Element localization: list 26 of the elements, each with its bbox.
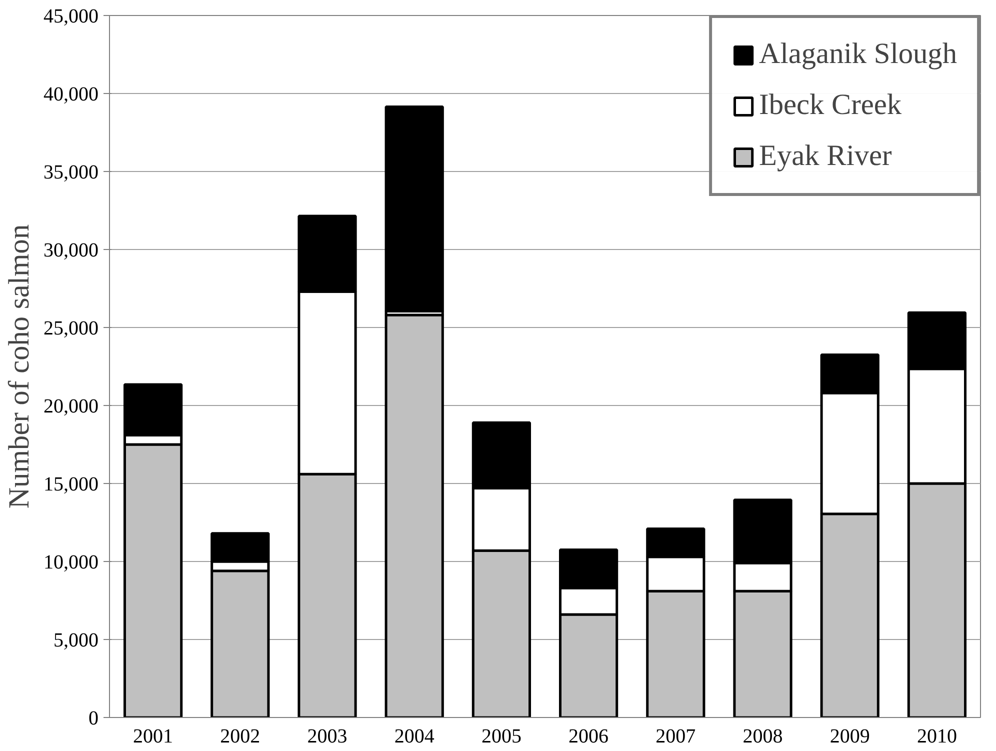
x-tick-label: 2002 — [220, 726, 260, 748]
legend-label: Eyak River — [759, 140, 892, 173]
x-tick-label: 2006 — [568, 726, 609, 748]
bar — [384, 314, 444, 718]
x-tick-label: 2004 — [394, 726, 434, 748]
y-tick-label: 35,000 — [44, 162, 98, 184]
x-tick-label: 2008 — [742, 726, 783, 748]
x-tick-label: 2003 — [307, 726, 348, 748]
y-axis-title: Number of coho salmon — [4, 224, 36, 509]
y-tick-label: 20,000 — [44, 396, 98, 418]
y-tick-label: 0 — [88, 708, 98, 730]
y-tick-label: 10,000 — [44, 552, 98, 574]
legend-label: Alaganik Slough — [759, 38, 957, 71]
y-tick-label: 5,000 — [54, 630, 98, 652]
x-tick-label: 2009 — [830, 726, 870, 748]
legend-label: Ibeck Creek — [759, 89, 902, 122]
x-tick-label: 2007 — [656, 726, 696, 748]
bar — [384, 106, 444, 312]
y-tick-label: 25,000 — [44, 318, 98, 340]
x-tick-label: 2010 — [916, 726, 957, 748]
y-tick-label: 40,000 — [44, 84, 98, 106]
y-tick-label: 45,000 — [44, 6, 98, 28]
y-tick-label: 15,000 — [44, 474, 98, 496]
x-tick-label: 2005 — [481, 726, 522, 748]
x-tick-label: 2001 — [133, 726, 174, 748]
y-tick-label: 30,000 — [44, 240, 98, 262]
